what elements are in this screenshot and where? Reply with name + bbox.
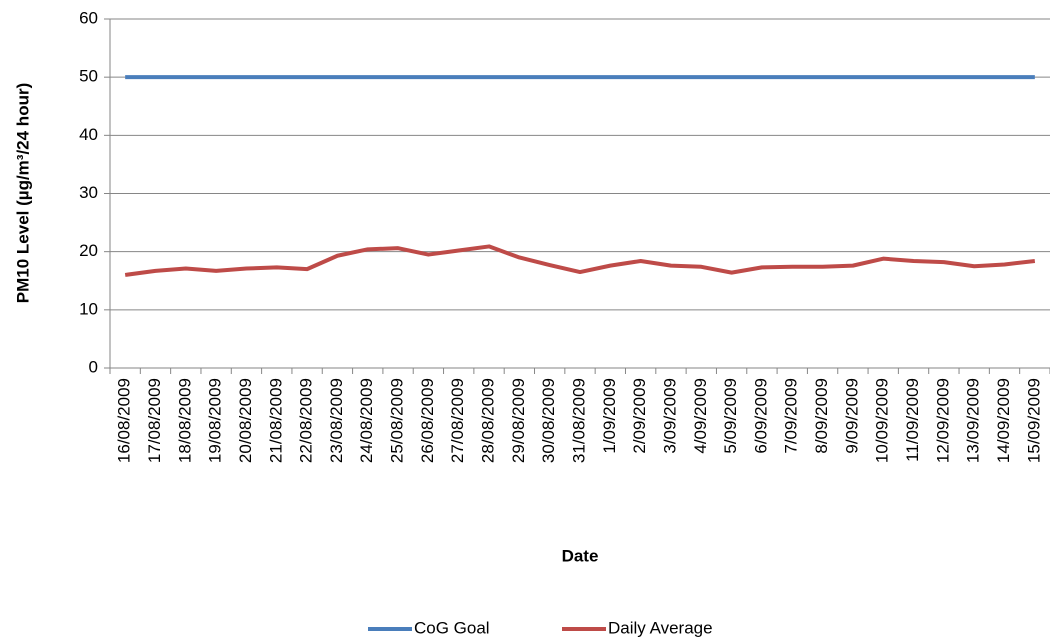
x-tick-label: 4/09/2009 xyxy=(691,378,710,454)
x-tick-label: 15/09/2009 xyxy=(1024,378,1043,463)
x-tick-label: 13/09/2009 xyxy=(964,378,983,463)
y-tick-label: 50 xyxy=(79,67,98,86)
y-tick-label: 40 xyxy=(79,125,98,144)
series-line xyxy=(124,244,1036,277)
legend-label: Daily Average xyxy=(608,618,713,637)
x-tick-label: 2/09/2009 xyxy=(630,378,649,454)
x-tick-label: 7/09/2009 xyxy=(782,378,801,454)
y-tick-label: 60 xyxy=(79,8,98,27)
x-tick-label: 6/09/2009 xyxy=(751,378,770,454)
x-tick-label: 23/08/2009 xyxy=(327,378,346,463)
x-tick-label: 26/08/2009 xyxy=(418,378,437,463)
x-tick-label: 11/09/2009 xyxy=(903,378,922,462)
y-tick-label: 10 xyxy=(79,299,98,318)
x-tick-label: 28/08/2009 xyxy=(479,378,498,463)
x-tick-label: 29/08/2009 xyxy=(509,378,528,463)
y-tick-label: 30 xyxy=(79,183,98,202)
x-tick-label: 3/09/2009 xyxy=(660,378,679,454)
x-tick-label: 8/09/2009 xyxy=(812,378,831,454)
x-tick-label: 16/08/2009 xyxy=(115,378,134,463)
x-tick-label: 10/09/2009 xyxy=(873,378,892,463)
x-tick-label: 19/08/2009 xyxy=(206,378,225,463)
x-tick-label: 22/08/2009 xyxy=(297,378,316,463)
x-tick-label: 21/08/2009 xyxy=(266,378,285,463)
x-tick-label: 12/09/2009 xyxy=(933,378,952,463)
y-axis-title: PM10 Level (µg/m³/24 hour) xyxy=(13,83,32,303)
x-tick-label: 27/08/2009 xyxy=(448,378,467,463)
x-axis-title: Date xyxy=(562,546,599,565)
x-tick-label: 20/08/2009 xyxy=(236,378,255,463)
x-tick-label: 5/09/2009 xyxy=(721,378,740,454)
x-tick-label: 9/09/2009 xyxy=(842,378,861,454)
x-tick-label: 17/08/2009 xyxy=(145,378,164,463)
x-tick-label: 14/09/2009 xyxy=(994,378,1013,463)
y-tick-label: 20 xyxy=(79,241,98,260)
y-tick-label: 0 xyxy=(89,357,98,376)
x-tick-label: 31/08/2009 xyxy=(569,378,588,463)
x-tick-label: 30/08/2009 xyxy=(539,378,558,463)
x-tick-label: 18/08/2009 xyxy=(175,378,194,463)
x-tick-label: 25/08/2009 xyxy=(388,378,407,463)
x-tick-label: 1/09/2009 xyxy=(600,378,619,454)
legend-label: CoG Goal xyxy=(414,618,490,637)
x-tick-label: 24/08/2009 xyxy=(357,378,376,463)
